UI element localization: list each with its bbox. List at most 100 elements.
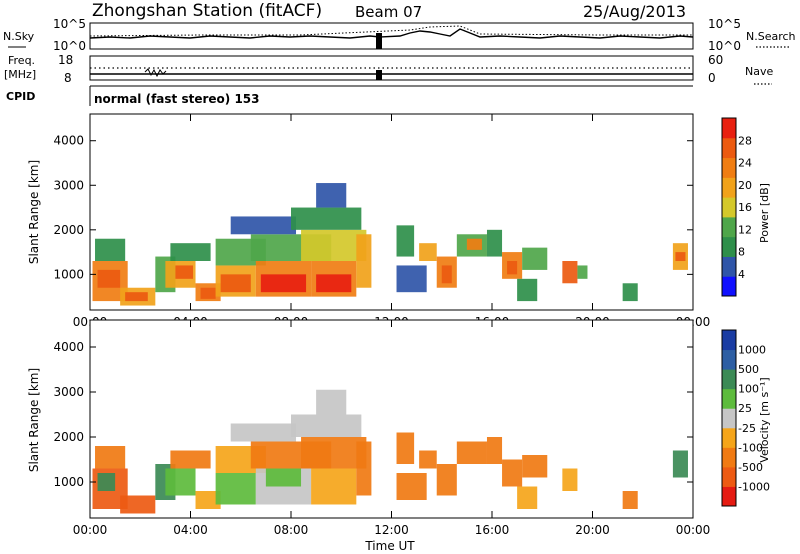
power-cell-10 (200, 287, 216, 299)
velocity-xtick-label-2: 08:00 (274, 523, 309, 537)
velocity-colorbar-swatch-2 (722, 447, 736, 468)
velocity-colorbar-tick-4: 25 (738, 402, 752, 415)
power-colorbar-tick-0: 4 (738, 268, 745, 281)
freq-data-gap-bar (376, 70, 382, 80)
freq-left-tick-bottom: 8 (64, 71, 72, 85)
freq-right-tick-bottom: 0 (708, 71, 716, 85)
velocity-ytick-label-1: 2000 (53, 430, 84, 444)
velocity-colorbar-tick-7: 1000 (738, 344, 766, 357)
power-colorbar-swatch-6 (722, 157, 736, 178)
velocity-cell-25 (502, 459, 523, 487)
velocity-xtick-label-1: 04:00 (173, 523, 208, 537)
power-cell-25 (396, 265, 427, 293)
power-ytick-label-2: 3000 (53, 178, 84, 192)
power-cell-24 (396, 225, 415, 257)
velocity-cell-28 (562, 468, 578, 491)
velocity-panel: 1000 2000 3000 4000 00:00 04:00 08:00 12:00 16:… (27, 319, 711, 553)
power-ytick-label-3: 4000 (53, 134, 84, 148)
velocity-xtick-label-6: 00:00 (676, 523, 711, 537)
nave-dip-trace (144, 68, 167, 78)
power-cell-22 (316, 183, 347, 208)
n-search-label: N.Search (746, 30, 796, 43)
power-cell-40 (675, 252, 686, 261)
noise-left-tick-bottom: 10^0 (53, 39, 86, 53)
cpid-label: CPID (6, 90, 35, 103)
power-cell-1 (97, 269, 121, 288)
power-cell-38 (622, 283, 638, 302)
noise-right-tick-bottom: 10^0 (708, 39, 741, 53)
velocity-colorbar-swatch-3 (722, 427, 736, 448)
noise-sky-trace (89, 28, 694, 39)
power-colorbar-swatch-4 (722, 197, 736, 218)
velocity-colorbar-tick-1: -500 (738, 461, 763, 474)
power-cell-4 (125, 292, 148, 302)
velocity-cell-30 (672, 450, 688, 478)
power-colorbar-swatch-3 (722, 216, 736, 238)
mhz-label: [MHz] (4, 68, 36, 81)
velocity-colorbar-ticks: -1000 -500 -100 -25 25 100 500 1000 (738, 344, 770, 494)
power-cell-15 (260, 274, 307, 293)
freq-left-tick-top: 18 (58, 53, 73, 67)
velocity-colorbar: -1000 -500 -100 -25 25 100 500 1000 Velocity [m… (721, 329, 771, 507)
velocity-cell-18 (356, 441, 372, 496)
velocity-cell-11 (265, 468, 302, 487)
x-axis-label: Time UT (364, 539, 415, 553)
power-colorbar-swatches (721, 117, 737, 297)
power-colorbar-label: Power [dB] (758, 183, 771, 243)
power-colorbar: 4 8 12 16 20 24 28 Power [dB] (721, 117, 771, 297)
power-cell-8 (170, 243, 211, 261)
power-cell-34 (522, 247, 548, 270)
velocity-cells (92, 389, 688, 514)
power-cell-31 (486, 229, 503, 257)
power-cell-7 (175, 265, 194, 279)
power-cell-28 (441, 265, 452, 284)
velocity-cell-16 (291, 414, 362, 437)
velocity-cell-5 (165, 468, 196, 496)
power-colorbar-swatch-7 (722, 137, 736, 159)
velocity-cell-24 (486, 437, 503, 464)
velocity-cell-2 (95, 446, 126, 469)
velocity-y-axis-label: Slant Range [km] (27, 368, 41, 472)
velocity-ytick-label-2: 3000 (53, 385, 84, 399)
date-label: 25/Aug/2013 (583, 2, 686, 21)
velocity-colorbar-tick-6: 500 (738, 363, 759, 376)
power-cell-12 (220, 274, 251, 293)
velocity-colorbar-tick-2: -100 (738, 441, 763, 454)
power-colorbar-tick-5: 24 (738, 157, 752, 170)
noise-left-tick-top: 10^5 (53, 17, 86, 31)
power-y-axis-label: Slant Range [km] (27, 160, 41, 264)
velocity-cell-3 (120, 495, 156, 514)
velocity-colorbar-swatch-0 (722, 486, 736, 507)
power-colorbar-ticks: 4 8 12 16 20 24 28 (738, 134, 752, 281)
power-colorbar-swatch-0 (722, 276, 736, 297)
station-title: Zhongshan Station (fitACF) (92, 1, 322, 21)
velocity-cell-22 (436, 464, 457, 496)
power-cell-21 (291, 207, 362, 230)
power-colorbar-swatch-2 (722, 236, 736, 257)
noise-right-tick-top: 10^5 (708, 17, 741, 31)
velocity-x-ticks: 00:00 04:00 08:00 12:00 16:00 20:00 00:00 (73, 320, 711, 537)
velocity-cell-20 (396, 473, 427, 500)
power-cell-37 (577, 265, 588, 279)
velocity-colorbar-label: Velocity [m s⁻¹] (758, 377, 771, 462)
velocity-cell-19 (396, 432, 415, 464)
power-cells (92, 183, 688, 306)
velocity-cell-29 (622, 491, 638, 509)
power-cell-20 (301, 229, 367, 261)
power-ytick-label-0: 1000 (53, 267, 84, 281)
noise-data-gap-bar (376, 33, 382, 49)
velocity-y-ticks: 1000 2000 3000 4000 (53, 340, 693, 489)
velocity-cell-7 (195, 491, 221, 509)
velocity-xtick-label-3: 12:00 (374, 523, 409, 537)
velocity-colorbar-swatch-5 (722, 388, 736, 409)
velocity-colorbar-swatch-6 (722, 369, 736, 390)
power-colorbar-frame (721, 117, 737, 297)
power-cell-23 (356, 234, 372, 288)
velocity-cell-17 (316, 389, 347, 415)
velocity-colorbar-swatch-1 (722, 466, 736, 487)
n-sky-label: N.Sky (3, 30, 35, 43)
velocity-colorbar-tick-3: -25 (738, 422, 756, 435)
power-cell-26 (419, 243, 437, 261)
